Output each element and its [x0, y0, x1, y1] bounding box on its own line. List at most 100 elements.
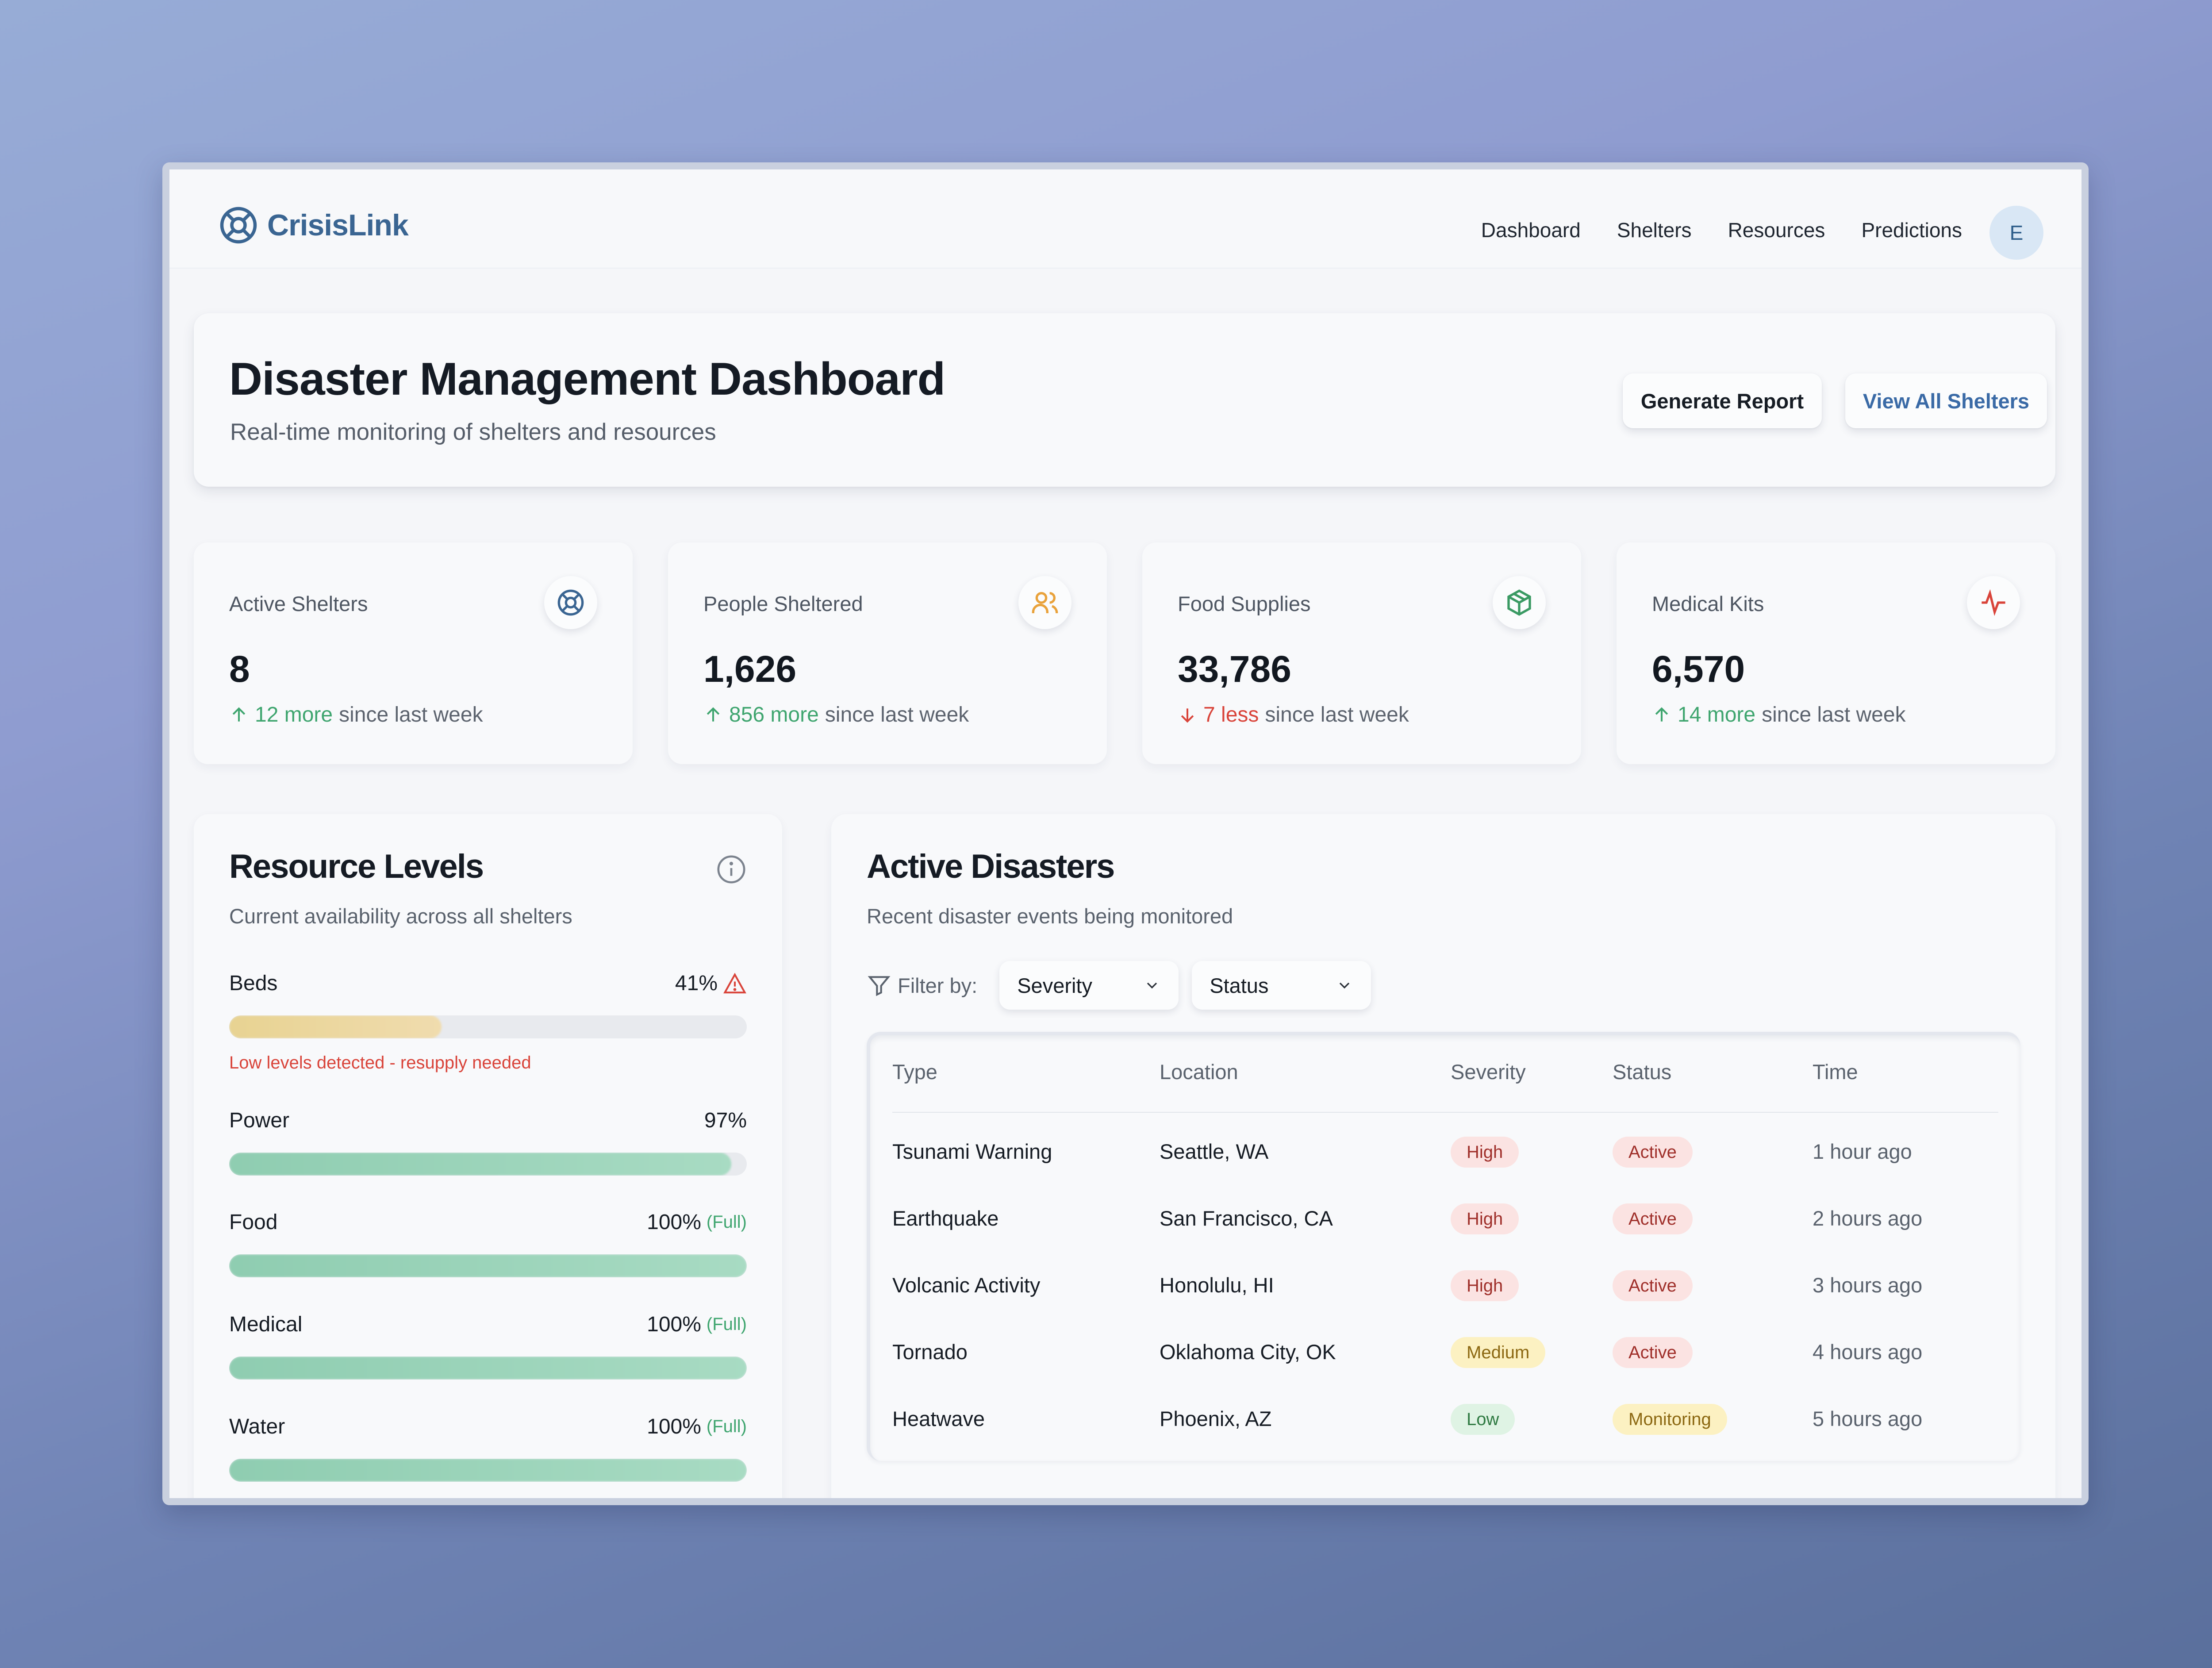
resource-progress-fill — [229, 1015, 442, 1038]
nav-dashboard[interactable]: Dashboard — [1481, 219, 1581, 242]
resource-progress-track — [229, 1357, 747, 1380]
cell-time: 1 hour ago — [1813, 1140, 1912, 1163]
cell-type: Tsunami Warning — [892, 1140, 1052, 1163]
stat-change-suffix: since last week — [825, 703, 969, 726]
stat-change-suffix: since last week — [1762, 703, 1906, 726]
status-badge: Active — [1613, 1203, 1693, 1234]
chevron-down-icon — [1147, 982, 1157, 989]
stat-change: 12 more since last week — [229, 703, 483, 727]
stat-change: 7 less since last week — [1178, 703, 1409, 727]
active-disasters-subtitle: Recent disaster events being monitored — [867, 904, 1233, 928]
activity-icon — [1982, 589, 2005, 616]
resource-percent: 100% — [647, 1313, 701, 1336]
resource-name: Beds — [229, 972, 278, 995]
stat-value: 8 — [229, 648, 250, 690]
resource-progress-track — [229, 1153, 747, 1176]
column-header-severity[interactable]: Severity — [1451, 1060, 1526, 1084]
stat-label: Food Supplies — [1178, 592, 1311, 615]
table-row[interactable]: Heatwave Phoenix, AZ Low Monitoring 5 ho… — [892, 1384, 1998, 1451]
brand-logo[interactable]: CrisisLink — [219, 205, 409, 245]
resource-value: 41% — [675, 971, 747, 995]
table-row[interactable]: Tsunami Warning Seattle, WA High Active … — [892, 1117, 1998, 1184]
stat-change-amount: 14 more — [1678, 703, 1756, 726]
stat-change-suffix: since last week — [339, 703, 483, 726]
user-avatar[interactable]: E — [1989, 206, 2043, 260]
nav-resources[interactable]: Resources — [1728, 219, 1825, 242]
view-all-shelters-button[interactable]: View All Shelters — [1845, 373, 2047, 428]
stat-card-active-shelters: Active Shelters 8 12 more since last wee… — [194, 542, 633, 764]
stat-change: 14 more since last week — [1652, 703, 1906, 727]
stat-icon-badge — [1018, 576, 1071, 629]
resource-progress-fill — [229, 1357, 747, 1380]
resource-progress-track — [229, 1015, 747, 1038]
stat-label: Medical Kits — [1652, 592, 1764, 615]
page-subtitle: Real-time monitoring of shelters and res… — [230, 419, 716, 445]
table-row[interactable]: Volcanic Activity Honolulu, HI High Acti… — [892, 1251, 1998, 1317]
resource-progress-fill — [229, 1459, 747, 1482]
stat-change: 856 more since last week — [703, 703, 969, 727]
stat-icon-badge — [1493, 576, 1546, 629]
resource-percent: 100% — [647, 1211, 701, 1234]
status-badge: Active — [1613, 1137, 1693, 1168]
stat-value: 1,626 — [703, 648, 797, 690]
resource-value: 100% (Full) — [647, 1312, 747, 1337]
active-disasters-title: Active Disasters — [867, 848, 1115, 885]
stat-change-amount: 7 less — [1203, 703, 1259, 726]
resource-progress-fill — [229, 1254, 747, 1277]
arrow-up-icon — [1655, 707, 1668, 722]
cell-time: 2 hours ago — [1813, 1207, 1923, 1230]
stat-icon-badge — [544, 576, 597, 629]
severity-filter-value: Severity — [1017, 973, 1092, 997]
active-disasters-card: Active Disasters Recent disaster events … — [831, 814, 2055, 1498]
table-row[interactable]: Tornado Oklahoma City, OK Medium Active … — [892, 1318, 1998, 1384]
column-header-location[interactable]: Location — [1160, 1060, 1238, 1084]
resource-full-label: (Full) — [706, 1314, 747, 1334]
severity-badge: High — [1451, 1203, 1519, 1234]
severity-badge: High — [1451, 1270, 1519, 1301]
nav-shelters[interactable]: Shelters — [1617, 219, 1692, 242]
severity-badge: High — [1451, 1137, 1519, 1168]
resource-name: Food — [229, 1211, 278, 1234]
nav-predictions[interactable]: Predictions — [1861, 219, 1962, 242]
package-icon — [1507, 589, 1531, 616]
app-window: CrisisLink Dashboard Shelters Resources … — [162, 162, 2089, 1505]
filter-icon — [868, 976, 891, 996]
arrow-up-icon — [232, 707, 246, 722]
brand-name: CrisisLink — [267, 208, 409, 242]
cell-time: 5 hours ago — [1813, 1407, 1923, 1430]
table-row[interactable]: Earthquake San Francisco, CA High Active… — [892, 1184, 1998, 1250]
stat-label: People Sheltered — [703, 592, 863, 615]
resource-percent: 100% — [647, 1415, 701, 1438]
cell-type: Earthquake — [892, 1207, 999, 1230]
generate-report-button[interactable]: Generate Report — [1623, 373, 1822, 428]
stat-card-medical-kits: Medical Kits 6,570 14 more since last we… — [1617, 542, 2055, 764]
cell-type: Volcanic Activity — [892, 1273, 1041, 1297]
stat-card-food-supplies: Food Supplies 33,786 7 less since last w… — [1142, 542, 1581, 764]
arrow-up-icon — [707, 707, 720, 722]
low-level-warning: Low levels detected - resupply needed — [229, 1053, 531, 1072]
resource-progress-track — [229, 1459, 747, 1482]
stat-label: Active Shelters — [229, 592, 368, 615]
severity-badge: Low — [1451, 1404, 1515, 1435]
column-header-status[interactable]: Status — [1613, 1060, 1672, 1084]
resource-name: Water — [229, 1415, 285, 1438]
cell-location: San Francisco, CA — [1160, 1207, 1333, 1230]
warning-triangle-icon — [723, 972, 746, 993]
cell-location: Honolulu, HI — [1160, 1273, 1274, 1297]
severity-badge: Medium — [1451, 1337, 1546, 1368]
cell-location: Oklahoma City, OK — [1160, 1340, 1336, 1364]
dashboard-header-card: Disaster Management Dashboard Real-time … — [194, 313, 2055, 487]
info-icon[interactable] — [716, 854, 747, 885]
stat-card-people-sheltered: People Sheltered 1,626 856 more since la… — [668, 542, 1107, 764]
column-header-time[interactable]: Time — [1813, 1060, 1858, 1084]
column-header-type[interactable]: Type — [892, 1060, 937, 1084]
resource-percent: 41% — [675, 972, 718, 995]
resource-name: Medical — [229, 1313, 303, 1336]
severity-filter-dropdown[interactable]: Severity — [999, 961, 1179, 1010]
stat-value: 33,786 — [1178, 648, 1291, 690]
resource-value: 100% (Full) — [647, 1210, 747, 1234]
lifebuoy-icon — [557, 589, 584, 616]
resource-full-label: (Full) — [706, 1212, 747, 1232]
main-nav: Dashboard Shelters Resources Predictions — [1481, 218, 1962, 242]
status-filter-dropdown[interactable]: Status — [1192, 961, 1371, 1010]
